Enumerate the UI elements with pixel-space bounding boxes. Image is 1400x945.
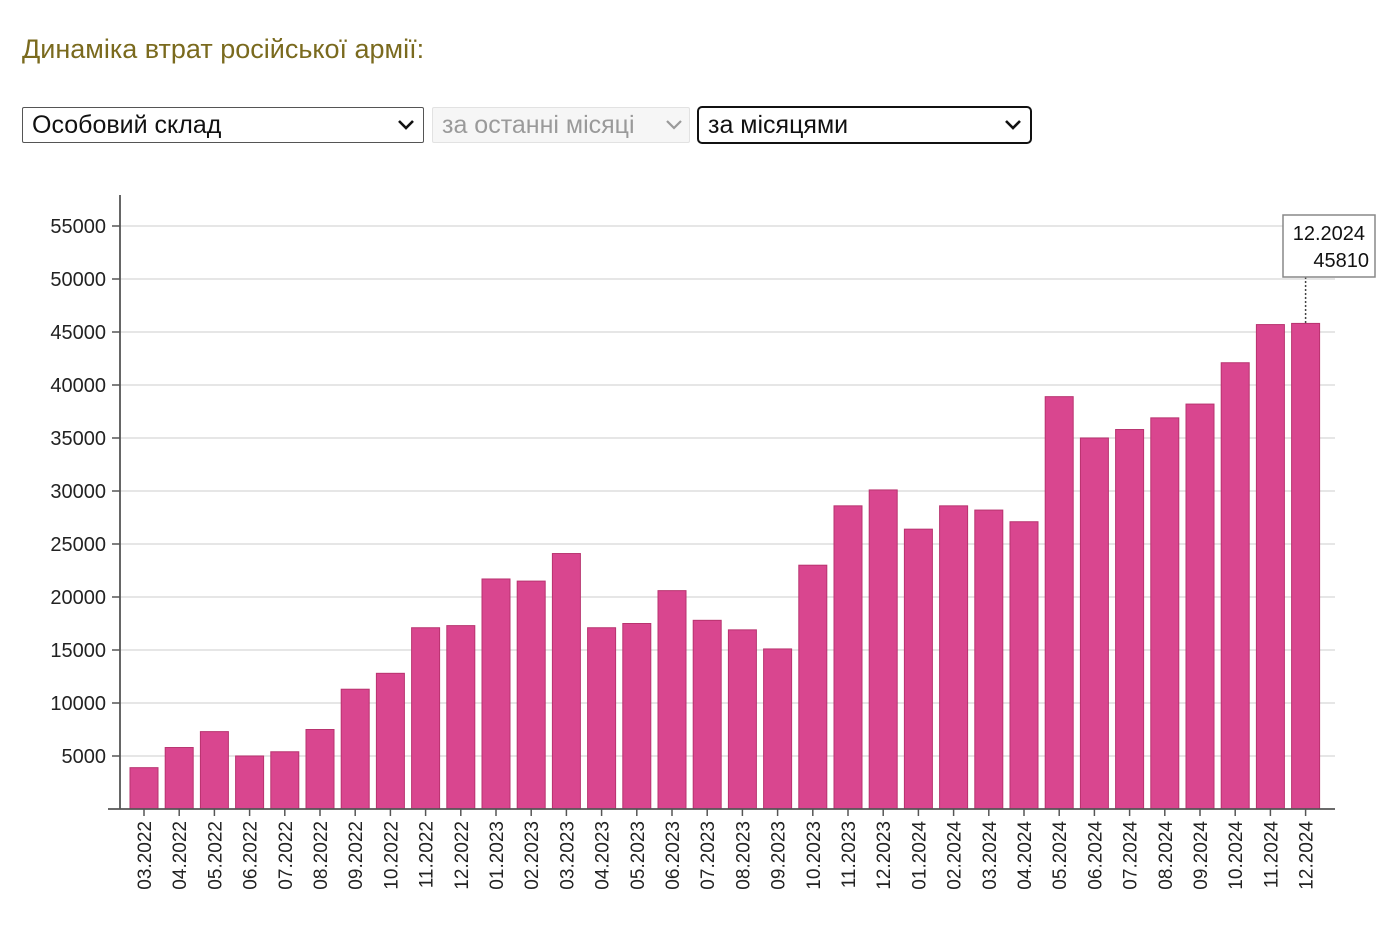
bar [1255, 324, 1285, 810]
x-tick-label: 01.2023 [487, 821, 508, 890]
y-axis: 5000 10000 15000 20000 25000 30000 35000 40000 4… [50, 195, 121, 809]
x-tick-label: 07.2024 [1121, 821, 1142, 890]
x-tick-label: 12.2022 [452, 821, 473, 890]
x-tick-label: 07.2023 [698, 821, 719, 890]
x-tick-label: 05.2023 [628, 821, 649, 890]
bar [481, 578, 511, 810]
x-tick-label: 06.2022 [241, 821, 262, 890]
bar [164, 747, 194, 810]
x-tick-label: 08.2024 [1156, 821, 1177, 890]
bar [692, 619, 722, 810]
grouping-select-value: за місяцями [708, 110, 849, 139]
bar [1044, 396, 1074, 810]
bars [129, 322, 1321, 810]
x-tick-label: 02.2024 [945, 821, 966, 890]
x-tick-label: 10.2023 [804, 821, 825, 890]
x-tick-label: 03.2023 [557, 821, 578, 890]
x-tick-label: 10.2022 [381, 821, 402, 890]
bar [235, 755, 265, 810]
bar [129, 767, 159, 810]
y-tick-label: 20000 [50, 587, 106, 609]
bar [868, 489, 898, 810]
bar [974, 509, 1004, 810]
bar-tooltip: 12.2024 45810 [1282, 214, 1376, 324]
y-tick-label: 40000 [50, 375, 106, 397]
x-tick-label: 06.2023 [663, 821, 684, 890]
bar [1220, 362, 1250, 810]
x-tick-label: 05.2024 [1050, 821, 1071, 890]
x-tick-label: 03.2024 [980, 821, 1001, 890]
y-tick-label: 55000 [50, 216, 106, 238]
chevron-down-icon [389, 108, 423, 142]
chevron-down-icon [996, 108, 1030, 142]
x-tick-label: 11.2023 [839, 821, 860, 888]
category-select[interactable]: Особовий склад [22, 107, 424, 143]
period-select-value: за останні місяці [442, 110, 635, 139]
chevron-down-icon [659, 108, 689, 142]
bar [270, 751, 300, 810]
losses-bar-chart: 5000 10000 15000 20000 25000 30000 35000 40000 4… [50, 195, 1376, 890]
x-tick-label: 05.2022 [205, 821, 226, 890]
bar [516, 580, 546, 810]
bar [1291, 322, 1321, 810]
bar [622, 623, 652, 810]
x-tick-label: 12.2024 [1297, 821, 1318, 890]
y-tick-label: 35000 [50, 428, 106, 450]
x-tick-label: 11.2022 [417, 821, 438, 888]
x-tick-label: 03.2022 [135, 821, 156, 890]
x-tick-label: 07.2022 [276, 821, 297, 890]
bar [763, 648, 793, 810]
x-axis: 03.2022 04.2022 05.2022 06.2022 07.2022 08.20… [108, 808, 1335, 890]
y-tick-label: 25000 [50, 534, 106, 556]
bar [1150, 417, 1180, 810]
bar [587, 627, 617, 810]
period-select: за останні місяці [432, 107, 690, 143]
bar [657, 590, 687, 810]
bar [903, 528, 933, 810]
bar [305, 729, 335, 810]
bar [939, 505, 969, 810]
bar [411, 627, 441, 810]
grouping-select[interactable]: за місяцями [697, 106, 1032, 144]
x-tick-label: 02.2023 [522, 821, 543, 890]
x-tick-label: 08.2022 [311, 821, 332, 890]
bar [375, 672, 405, 810]
category-select-value: Особовий склад [32, 110, 222, 139]
y-tick-label: 5000 [62, 746, 107, 768]
x-tick-label: 09.2023 [769, 821, 790, 890]
bar [798, 564, 828, 810]
x-tick-label: 08.2023 [733, 821, 754, 890]
x-tick-label: 11.2024 [1261, 821, 1282, 889]
tooltip-box [1282, 214, 1376, 278]
y-tick-label: 50000 [50, 269, 106, 291]
x-tick-label: 04.2023 [593, 821, 614, 890]
bar [199, 731, 229, 810]
x-tick-label: 06.2024 [1085, 821, 1106, 890]
bar [446, 625, 476, 810]
y-tick-label: 10000 [50, 693, 106, 715]
bar [1185, 403, 1215, 810]
x-tick-label: 04.2024 [1015, 821, 1036, 890]
x-tick-label: 04.2022 [170, 821, 191, 890]
x-tick-label: 09.2022 [346, 821, 367, 890]
x-tick-label: 10.2024 [1226, 821, 1247, 890]
y-tick-label: 15000 [50, 640, 106, 662]
y-tick-label: 30000 [50, 481, 106, 503]
tooltip-value: 45810 [1313, 250, 1369, 272]
x-tick-label: 12.2023 [874, 821, 895, 890]
page-title: Динаміка втрат російської армії: [22, 34, 425, 64]
x-tick-label: 09.2024 [1191, 821, 1212, 890]
x-tick-label: 01.2024 [909, 821, 930, 890]
bar [1009, 521, 1039, 810]
bar [833, 505, 863, 810]
bar [551, 553, 581, 810]
bar [727, 629, 757, 810]
bar [1115, 429, 1145, 810]
bar [1079, 437, 1109, 810]
tooltip-category: 12.2024 [1293, 223, 1365, 245]
y-tick-label: 45000 [50, 322, 106, 344]
bar [340, 688, 370, 810]
